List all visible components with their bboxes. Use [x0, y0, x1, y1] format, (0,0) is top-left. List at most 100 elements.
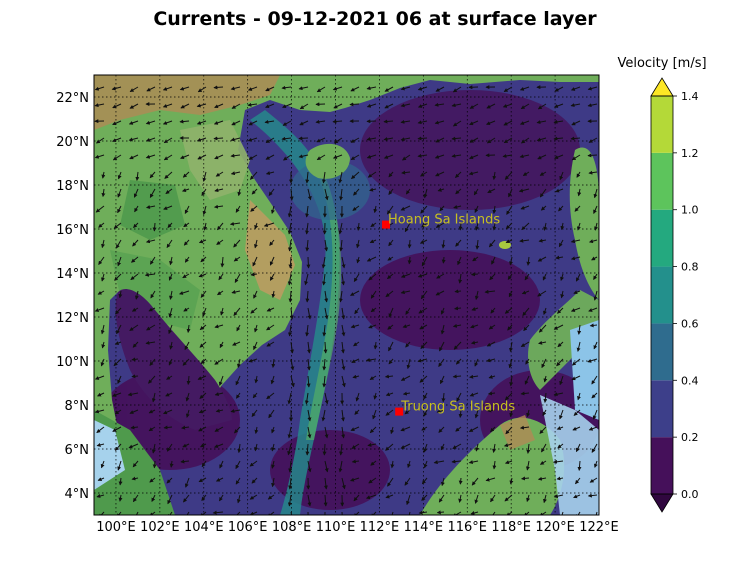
- current-arrow: [455, 358, 462, 365]
- current-arrow: [145, 137, 156, 142]
- current-arrow: [587, 86, 598, 91]
- current-arrow: [572, 426, 581, 431]
- current-arrow: [468, 460, 479, 465]
- current-arrow: [168, 307, 173, 318]
- current-arrow: [458, 222, 463, 231]
- current-arrow: [369, 187, 377, 192]
- current-arrow: [542, 409, 547, 416]
- current-arrow: [576, 171, 581, 178]
- colorbar-segment: [651, 323, 673, 381]
- current-arrow: [404, 222, 411, 233]
- current-arrow: [486, 120, 496, 125]
- current-arrow: [433, 460, 445, 465]
- current-arrow: [417, 86, 428, 91]
- current-arrow: [198, 239, 207, 244]
- current-arrow: [441, 392, 446, 403]
- current-arrow: [134, 205, 139, 213]
- current-arrow: [117, 171, 122, 180]
- current-arrow: [452, 86, 462, 93]
- current-arrow: [183, 239, 190, 246]
- current-arrow: [492, 460, 497, 470]
- current-arrow: [388, 358, 394, 365]
- current-arrow: [539, 426, 547, 434]
- current-arrow: [536, 120, 547, 125]
- current-arrow: [593, 273, 598, 280]
- current-arrow: [145, 120, 156, 125]
- current-arrow: [338, 222, 343, 235]
- current-arrow: [341, 426, 346, 439]
- current-arrow: [148, 307, 156, 312]
- current-arrow: [436, 510, 445, 515]
- current-arrow: [525, 358, 530, 365]
- current-arrow: [305, 205, 310, 218]
- current-arrow: [199, 511, 207, 515]
- place-label: Hoang Sa Islands: [388, 213, 500, 228]
- current-arrow: [271, 290, 276, 299]
- current-arrow: [560, 511, 564, 515]
- current-arrow: [287, 222, 292, 235]
- current-arrow: [306, 341, 311, 354]
- current-arrow: [266, 392, 275, 400]
- place-label: Truong Sa Islands: [400, 400, 515, 415]
- current-arrow: [522, 307, 530, 317]
- current-arrow: [373, 205, 378, 214]
- current-arrow: [129, 324, 139, 331]
- current-arrow: [570, 307, 581, 312]
- current-arrow: [588, 239, 598, 244]
- current-arrow: [169, 256, 174, 266]
- current-arrow: [199, 324, 207, 331]
- current-arrow: [323, 494, 328, 507]
- current-arrow: [458, 494, 463, 503]
- current-arrow: [183, 494, 190, 503]
- current-arrow: [388, 171, 394, 178]
- current-arrow: [503, 86, 513, 92]
- current-arrow: [271, 358, 276, 369]
- current-arrow: [305, 171, 310, 184]
- current-arrow: [421, 494, 428, 501]
- current-arrow: [591, 443, 598, 453]
- current-arrow: [101, 188, 106, 198]
- current-arrow: [113, 222, 122, 229]
- current-arrow: [270, 205, 275, 214]
- current-arrow: [440, 307, 445, 315]
- current-arrow: [234, 273, 241, 283]
- current-arrow: [252, 392, 258, 399]
- lon-tick-label: 102°E: [140, 520, 180, 535]
- current-arrow: [179, 119, 190, 124]
- current-arrow: [353, 188, 360, 196]
- current-arrow: [400, 375, 411, 381]
- current-arrow: [492, 171, 497, 181]
- current-arrow: [341, 477, 346, 490]
- current-arrow: [218, 273, 224, 281]
- current-arrow: [400, 290, 411, 295]
- current-arrow: [524, 375, 530, 385]
- current-arrow: [559, 375, 564, 386]
- current-arrow: [166, 443, 173, 452]
- current-arrow: [400, 426, 411, 432]
- current-arrow: [553, 392, 564, 397]
- current-arrow: [390, 460, 395, 469]
- current-arrow: [570, 86, 581, 91]
- current-arrow: [553, 136, 564, 141]
- current-arrow: [468, 171, 479, 176]
- current-arrow: [492, 205, 497, 214]
- current-arrow: [451, 103, 462, 108]
- current-arrow: [271, 477, 276, 488]
- current-arrow: [131, 374, 139, 379]
- current-arrow: [455, 188, 462, 195]
- current-arrow: [162, 103, 173, 108]
- current-arrow: [406, 358, 411, 370]
- current-arrow: [577, 392, 581, 401]
- current-arrow: [324, 239, 329, 252]
- current-arrow: [507, 324, 513, 331]
- current-arrow: [253, 290, 258, 299]
- current-arrow: [366, 103, 377, 108]
- current-arrow: [132, 341, 139, 348]
- current-arrow: [402, 324, 411, 329]
- current-arrow: [151, 494, 156, 502]
- current-arrow: [152, 222, 157, 232]
- current-arrow: [288, 460, 293, 473]
- lat-tick-label: 22°N: [56, 91, 89, 106]
- current-arrow: [526, 443, 531, 454]
- current-arrow: [290, 375, 295, 388]
